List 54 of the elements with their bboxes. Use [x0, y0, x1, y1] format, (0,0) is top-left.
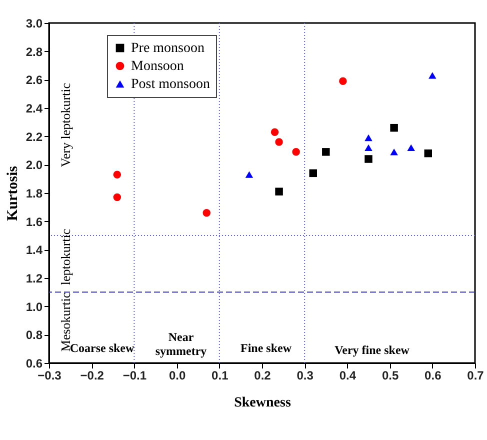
point [309, 169, 317, 178]
x-tick-label: −0.3 [38, 368, 62, 382]
point [390, 148, 398, 156]
x-tick-label: 0.7 [467, 368, 484, 382]
y-tick-label: 2.8 [26, 44, 43, 59]
x-tick-label: −0.1 [122, 368, 147, 382]
annotation: Near symmetry [155, 330, 207, 358]
point [275, 138, 283, 146]
y-tick-label: 0.6 [26, 356, 43, 370]
legend-label: Pre monsoon [131, 41, 204, 56]
x-tick-label: 0.3 [296, 368, 314, 382]
point [364, 134, 372, 142]
point [364, 144, 372, 152]
legend-label: Post monsoon [131, 77, 210, 92]
y-tick-label: 3.0 [26, 16, 43, 30]
annotation: Coarse skew [70, 341, 134, 355]
annotation: leptokurtic [58, 228, 73, 286]
point [245, 171, 254, 178]
x-tick-label: 0.5 [382, 368, 399, 382]
point [407, 144, 415, 152]
point [428, 72, 436, 79]
point [113, 193, 122, 202]
y-tick-label: 1.4 [26, 243, 43, 258]
x-tick-label: 0.4 [339, 368, 356, 382]
point [364, 155, 372, 163]
y-axis-title: Kurtosis [4, 166, 21, 222]
x-axis-title: Skewness [234, 396, 292, 410]
annotation: Very leptokurtic [58, 82, 73, 168]
y-tick-label: 0.8 [26, 328, 43, 342]
annotation: Fine skew [240, 341, 292, 355]
point [339, 77, 347, 85]
x-tick-label: 0.1 [212, 368, 229, 382]
legend-label: Monsoon [131, 59, 184, 74]
y-tick-label: 1.8 [26, 186, 43, 200]
x-tick-label: 0.0 [168, 368, 186, 382]
y-tick-label: 2.2 [26, 130, 43, 144]
point [390, 124, 398, 132]
x-tick-label: 0.2 [254, 368, 272, 382]
annotation: Very fine skew [334, 343, 410, 357]
y-tick-label: 2.4 [26, 102, 43, 116]
point [202, 208, 210, 217]
y-tick-label: 1.2 [26, 272, 43, 286]
point [275, 188, 283, 196]
point [322, 148, 330, 156]
y-tick-label: 2.6 [26, 73, 43, 88]
y-tick-label: 2.0 [26, 158, 43, 172]
y-tick-label: 1.6 [26, 214, 43, 229]
point [292, 148, 300, 156]
x-tick-label: −0.2 [80, 368, 104, 382]
y-tick-label: 1.0 [26, 300, 43, 314]
point [113, 170, 122, 178]
point [424, 149, 432, 158]
x-tick-label: 0.6 [424, 368, 442, 382]
point [270, 128, 279, 136]
